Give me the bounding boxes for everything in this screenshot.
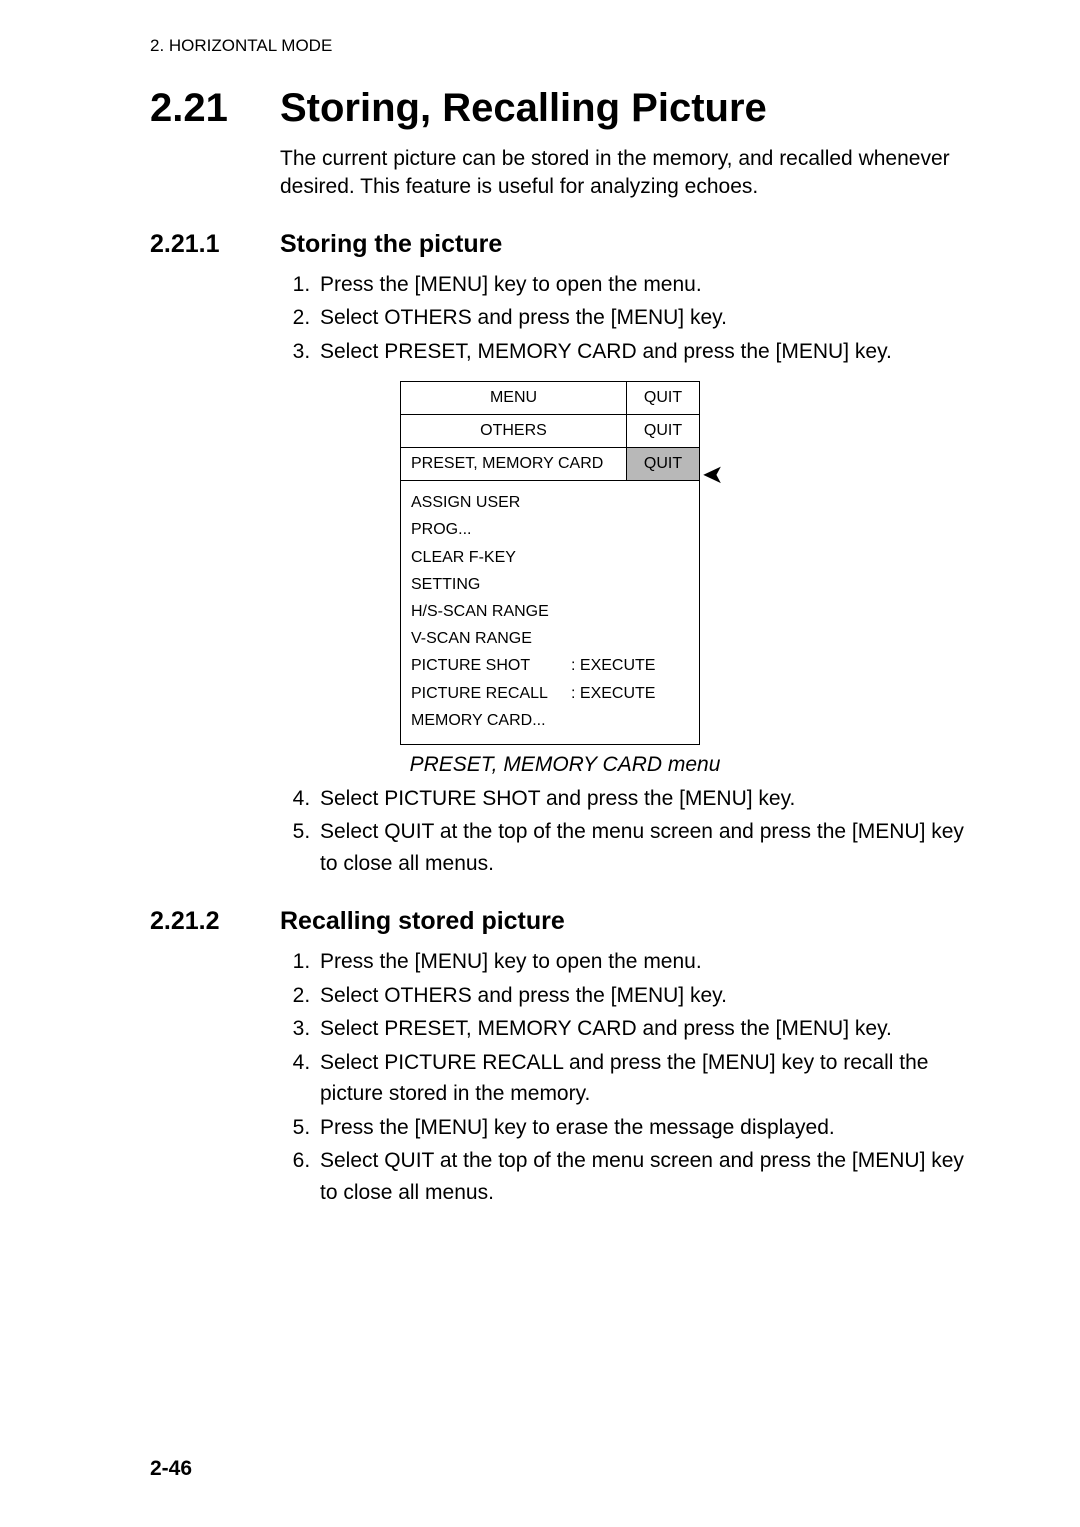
menu-body-line: MEMORY CARD... bbox=[411, 707, 689, 734]
menu-cell-right-highlighted: QUIT bbox=[627, 448, 699, 480]
list-item: Press the [MENU] key to erase the messag… bbox=[316, 1112, 980, 1144]
subsection-1-heading: 2.21.1Storing the picture bbox=[150, 230, 980, 259]
list-item: Press the [MENU] key to open the menu. bbox=[316, 946, 980, 978]
menu-body-key: PICTURE RECALL bbox=[411, 680, 571, 707]
menu-box: MENU QUIT OTHERS QUIT PRESET, MEMORY CAR… bbox=[400, 381, 700, 745]
list-item: Select QUIT at the top of the menu scree… bbox=[316, 816, 980, 879]
menu-body-val: : EXECUTE bbox=[571, 680, 655, 707]
menu-cell-left: MENU bbox=[401, 382, 627, 414]
subsection-1-steps: Press the [MENU] key to open the menu. S… bbox=[280, 269, 980, 368]
menu-body-line: PICTURE SHOT: EXECUTE bbox=[411, 652, 689, 679]
subsection-2-title: Recalling stored picture bbox=[280, 907, 565, 935]
menu-body: ASSIGN USER PROG... CLEAR F-KEY SETTING … bbox=[401, 481, 699, 744]
subsection-2-heading: 2.21.2Recalling stored picture bbox=[150, 907, 980, 936]
menu-row: PRESET, MEMORY CARD QUIT bbox=[401, 448, 699, 481]
list-item: Press the [MENU] key to open the menu. bbox=[316, 269, 980, 301]
menu-cell-right: QUIT bbox=[627, 415, 699, 447]
menu-row: OTHERS QUIT bbox=[401, 415, 699, 448]
list-item: Select OTHERS and press the [MENU] key. bbox=[316, 980, 980, 1012]
subsection-1-title: Storing the picture bbox=[280, 230, 502, 258]
cursor-icon: ➤ bbox=[702, 459, 724, 490]
list-item: Select QUIT at the top of the menu scree… bbox=[316, 1145, 980, 1208]
list-item: Select OTHERS and press the [MENU] key. bbox=[316, 302, 980, 334]
list-item: Select PRESET, MEMORY CARD and press the… bbox=[316, 336, 980, 368]
menu-cell-left: OTHERS bbox=[401, 415, 627, 447]
menu-body-key: ASSIGN USER PROG... bbox=[411, 489, 571, 543]
menu-row: MENU QUIT bbox=[401, 382, 699, 415]
menu-body-line: H/S-SCAN RANGE bbox=[411, 598, 689, 625]
menu-figure: MENU QUIT OTHERS QUIT PRESET, MEMORY CAR… bbox=[400, 381, 730, 745]
page-number: 2-46 bbox=[150, 1457, 192, 1481]
menu-body-val: : EXECUTE bbox=[571, 652, 655, 679]
subsection-2-number: 2.21.2 bbox=[150, 907, 280, 936]
menu-cell-right: QUIT bbox=[627, 382, 699, 414]
list-item: Select PICTURE SHOT and press the [MENU]… bbox=[316, 783, 980, 815]
menu-body-key: V-SCAN RANGE bbox=[411, 625, 571, 652]
menu-body-line: ASSIGN USER PROG... bbox=[411, 489, 689, 543]
list-item: Select PICTURE RECALL and press the [MEN… bbox=[316, 1047, 980, 1110]
menu-body-key: CLEAR F-KEY SETTING bbox=[411, 544, 571, 598]
section-title: Storing, Recalling Picture bbox=[280, 86, 767, 130]
subsection-2-steps: Press the [MENU] key to open the menu. S… bbox=[280, 946, 980, 1208]
menu-body-key: PICTURE SHOT bbox=[411, 652, 571, 679]
menu-body-line: PICTURE RECALL: EXECUTE bbox=[411, 680, 689, 707]
running-header: 2. HORIZONTAL MODE bbox=[150, 36, 980, 56]
section-heading: 2.21Storing, Recalling Picture bbox=[150, 86, 980, 131]
list-item: Select PRESET, MEMORY CARD and press the… bbox=[316, 1013, 980, 1045]
menu-body-key: H/S-SCAN RANGE bbox=[411, 598, 571, 625]
menu-body-key: MEMORY CARD... bbox=[411, 707, 571, 734]
figure-caption: PRESET, MEMORY CARD menu bbox=[150, 753, 980, 777]
menu-body-line: V-SCAN RANGE bbox=[411, 625, 689, 652]
subsection-1-steps-cont: Select PICTURE SHOT and press the [MENU]… bbox=[280, 783, 980, 880]
subsection-1-number: 2.21.1 bbox=[150, 230, 280, 259]
section-number: 2.21 bbox=[150, 86, 280, 131]
menu-body-line: CLEAR F-KEY SETTING bbox=[411, 544, 689, 598]
section-intro: The current picture can be stored in the… bbox=[280, 145, 980, 202]
menu-cell-left: PRESET, MEMORY CARD bbox=[401, 448, 627, 480]
